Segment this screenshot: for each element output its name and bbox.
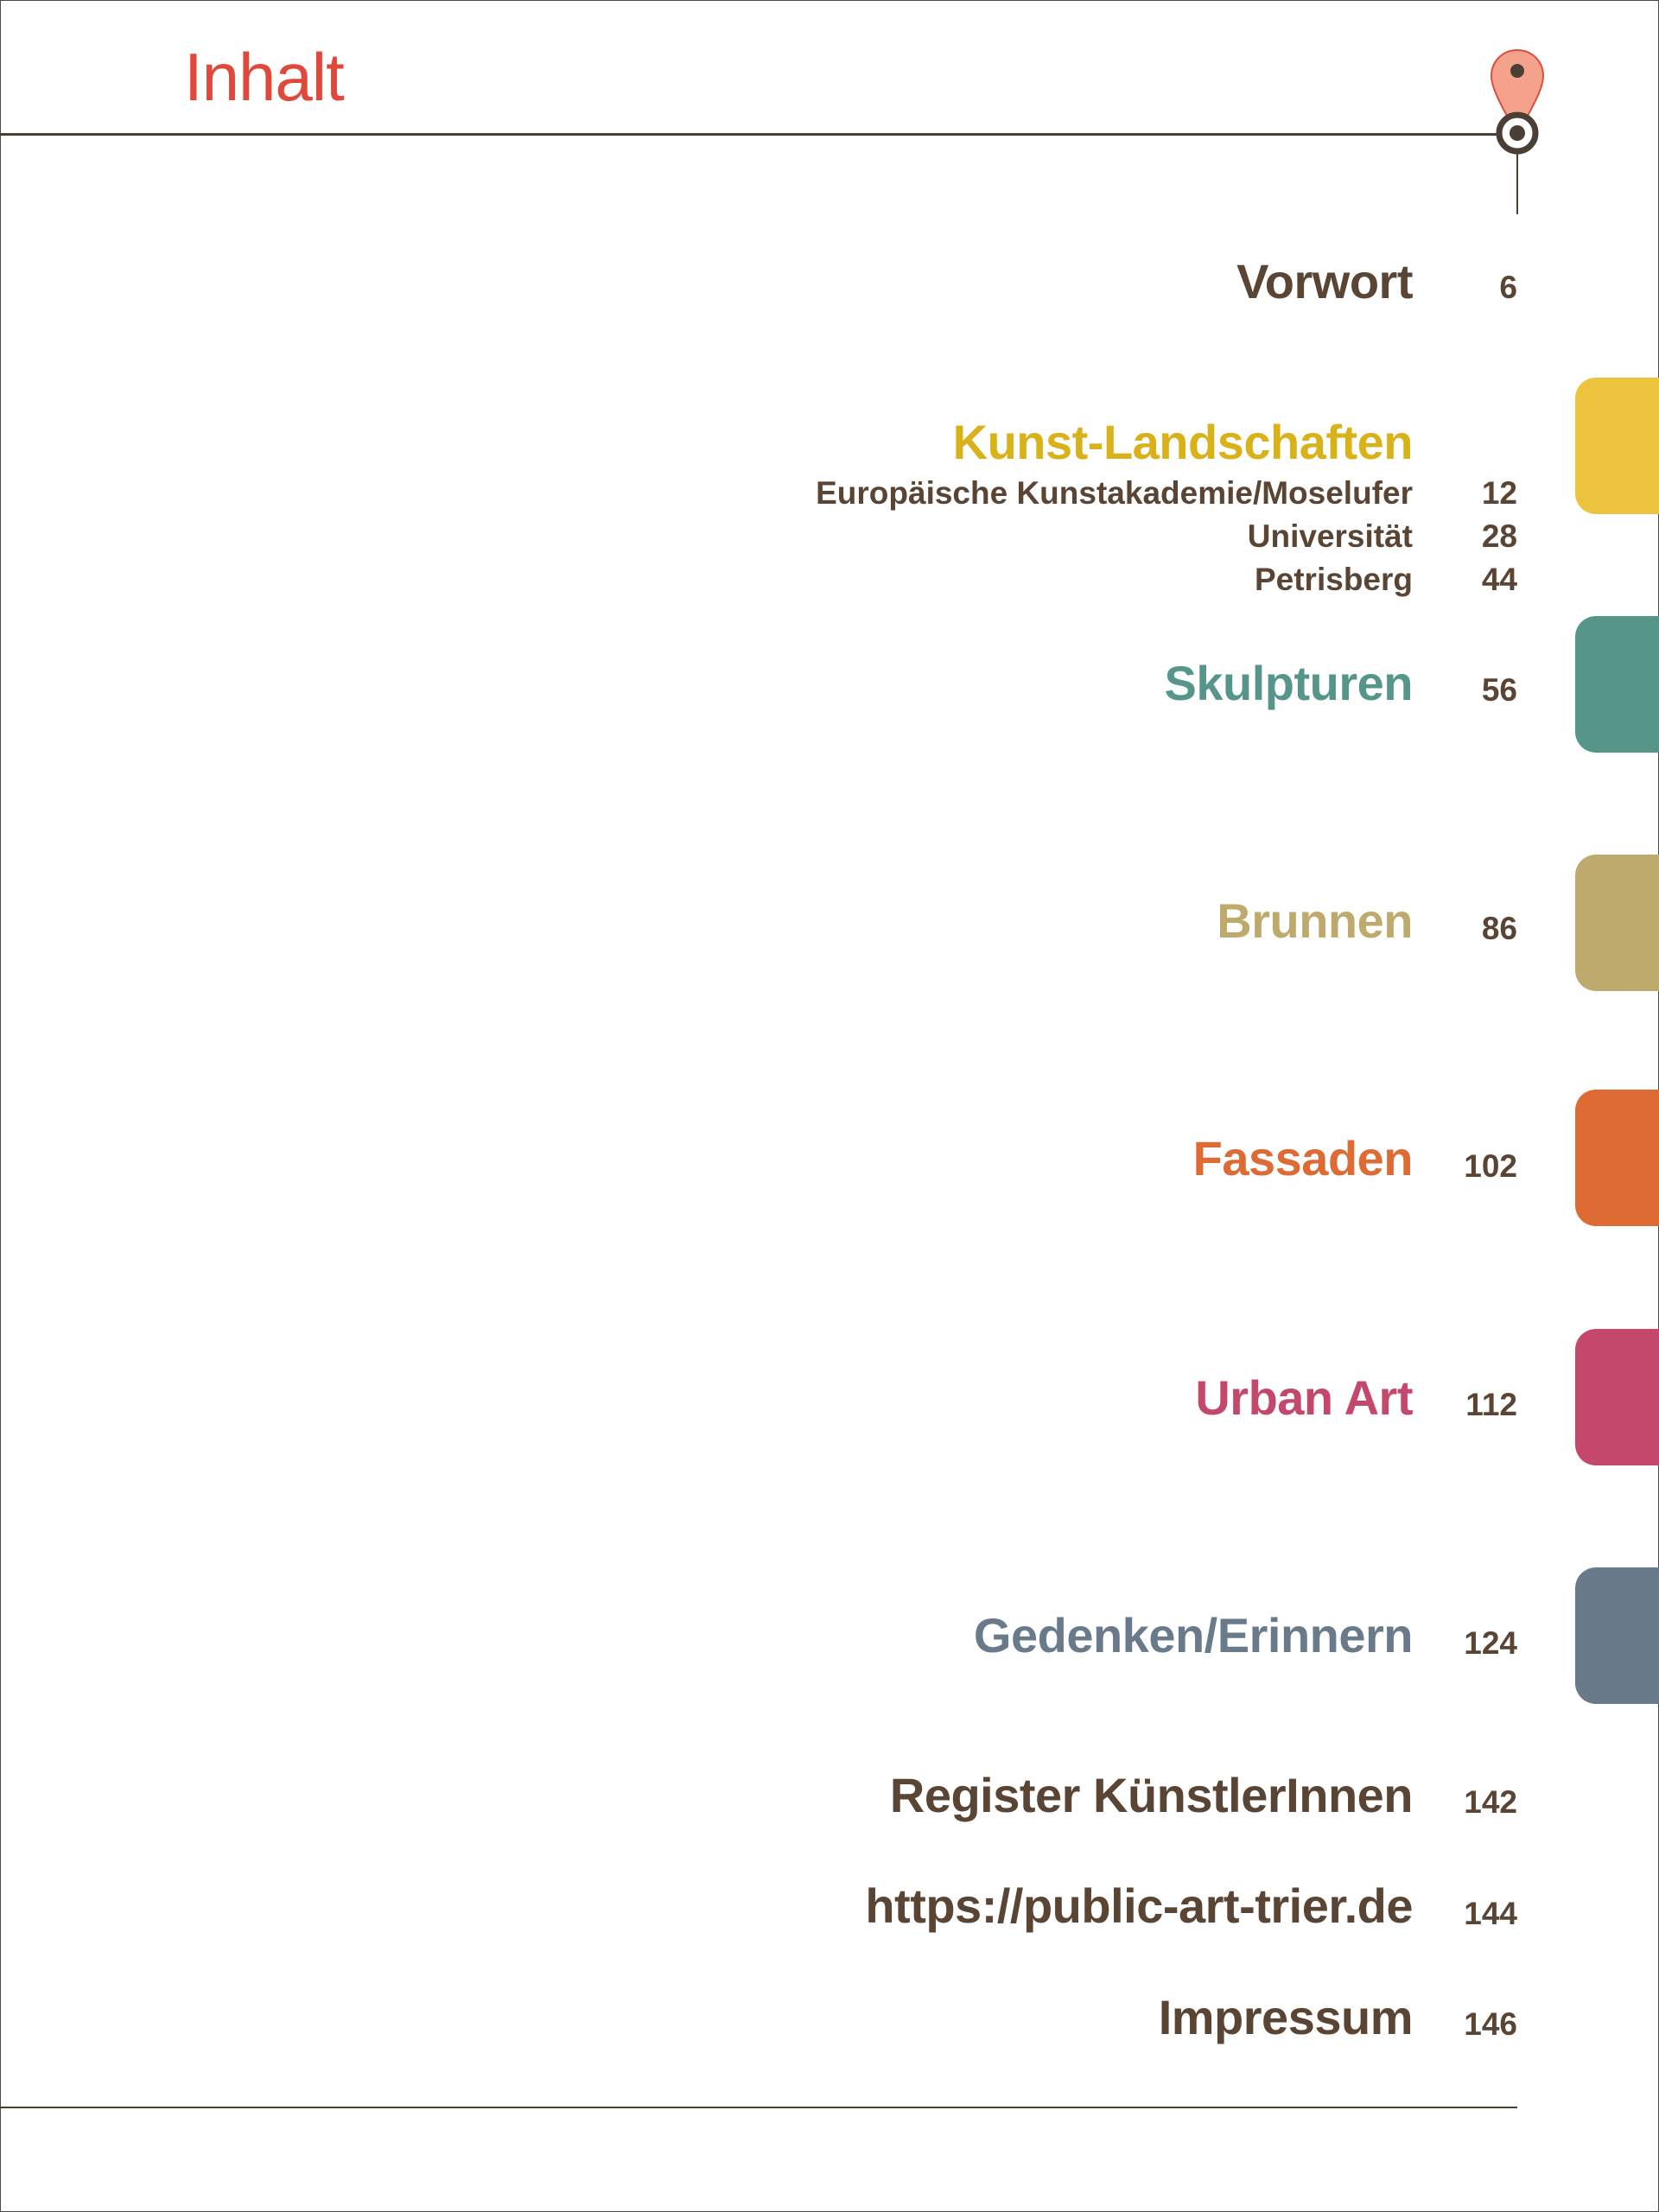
toc-entry-fassaden[interactable]: Fassaden xyxy=(1192,1131,1414,1185)
toc-page-skulpturen: 56 xyxy=(1481,672,1517,708)
toc-page-brunnen: 86 xyxy=(1481,911,1517,946)
toc-subentry-petrisberg[interactable]: Petrisberg xyxy=(1254,562,1413,597)
section-tab-gedenken-erinnern[interactable] xyxy=(1575,1567,1659,1704)
toc-subentry-universitaet[interactable]: Universität xyxy=(1247,518,1413,554)
section-tab-kunst-landschaften[interactable] xyxy=(1575,378,1659,514)
toc-entry-url[interactable]: https://public-art-trier.de xyxy=(865,1878,1413,1933)
toc-entry-skulpturen[interactable]: Skulpturen xyxy=(1164,656,1414,710)
section-tab-fassaden[interactable] xyxy=(1575,1090,1659,1226)
toc-entry-register[interactable]: Register KünstlerInnen xyxy=(889,1768,1414,1822)
toc-entry-urban-art[interactable]: Urban Art xyxy=(1195,1370,1413,1425)
toc-entry-impressum[interactable]: Impressum xyxy=(1158,1990,1414,2044)
toc-page-gedenken-erinnern: 124 xyxy=(1464,1625,1517,1661)
toc-entry-brunnen[interactable]: Brunnen xyxy=(1217,893,1413,948)
section-tab-skulpturen[interactable] xyxy=(1575,616,1659,753)
toc-entry-kunst-landschaften[interactable]: Kunst-Landschaften xyxy=(952,415,1414,469)
toc-page-impressum: 146 xyxy=(1464,2006,1517,2042)
page-title: Inhalt xyxy=(184,39,345,115)
toc-page-kunstakademie: 12 xyxy=(1481,475,1517,511)
section-tab-brunnen[interactable] xyxy=(1575,855,1659,991)
toc-entry-vorwort[interactable]: Vorwort xyxy=(1236,254,1413,308)
map-pin-icon xyxy=(1490,48,1545,214)
toc-page-petrisberg: 44 xyxy=(1481,562,1517,597)
toc-page-register: 142 xyxy=(1464,1784,1517,1820)
toc-page-fassaden: 102 xyxy=(1464,1148,1517,1184)
toc-page-urban-art: 112 xyxy=(1465,1387,1517,1422)
bottom-rule xyxy=(0,2107,1517,2108)
toc-page-url: 144 xyxy=(1464,1896,1517,1931)
toc-subentry-kunstakademie[interactable]: Europäische Kunstakademie/Moselufer xyxy=(816,475,1413,511)
toc-entry-gedenken-erinnern[interactable]: Gedenken/Erinnern xyxy=(973,1608,1414,1662)
section-tab-urban-art[interactable] xyxy=(1575,1329,1659,1465)
toc-page-universitaet: 28 xyxy=(1481,518,1517,554)
top-rule xyxy=(0,133,1498,136)
toc-page-vorwort: 6 xyxy=(1499,270,1517,305)
